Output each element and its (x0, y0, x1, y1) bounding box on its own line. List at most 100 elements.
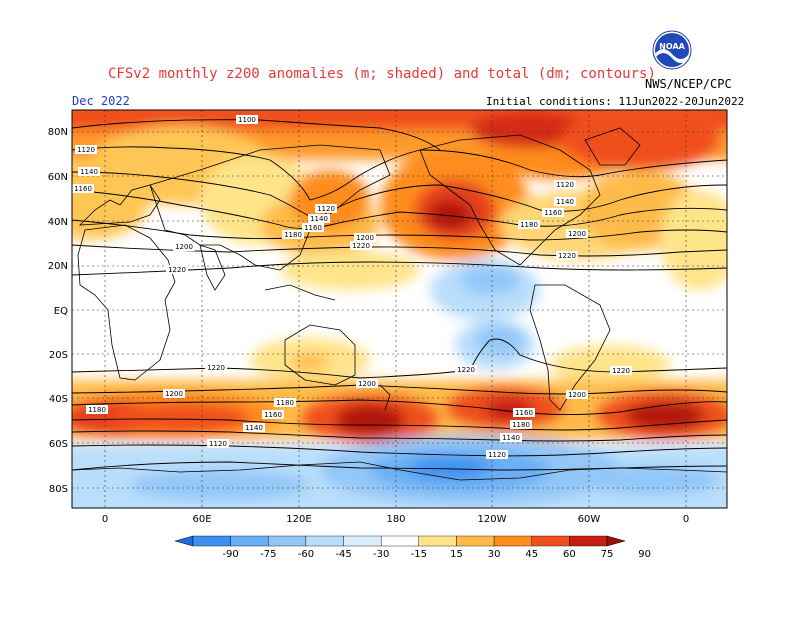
colorbar-tick-label: 30 (488, 549, 501, 560)
colorbar-swatch (569, 535, 608, 547)
svg-text:1220: 1220 (168, 266, 186, 274)
contour-label: 1200 (356, 379, 378, 388)
colorbar-arrow-high (606, 535, 626, 547)
contour-label: 1120 (486, 450, 508, 459)
colorbar-tick-label: 45 (525, 549, 538, 560)
contour-label: 1140 (500, 433, 522, 442)
contour-label: 1160 (262, 410, 284, 419)
colorbar-tick-label: -90 (222, 549, 238, 560)
colorbar-swatch (531, 535, 570, 547)
contour-labels: 1100 1120 1140 1160 1200 1220 1120 1140 … (72, 115, 632, 459)
lat-label-eq: EQ (54, 306, 68, 317)
svg-text:1160: 1160 (304, 224, 322, 232)
colorbar-swatch (456, 535, 495, 547)
contour-label: 1120 (554, 180, 576, 189)
lon-label-0-east: 0 (683, 514, 689, 525)
colorbar-swatch (343, 535, 382, 547)
svg-text:1120: 1120 (77, 146, 95, 154)
map-frame (71, 109, 728, 509)
lon-label-60w: 60W (578, 514, 601, 525)
contour-label: 1120 (207, 439, 229, 448)
longitude-labels: 0 60E 120E 180 120W 60W 0 (102, 514, 689, 525)
contour-label: 1220 (556, 251, 578, 260)
colorbar-tick-label: -15 (411, 549, 427, 560)
colorbar-tick-label: 60 (563, 549, 576, 560)
lat-label-20n: 20N (48, 261, 68, 272)
svg-text:1160: 1160 (264, 411, 282, 419)
svg-text:1120: 1120 (209, 440, 227, 448)
svg-text:1200: 1200 (175, 243, 193, 251)
svg-text:1100: 1100 (238, 116, 256, 124)
svg-text:1140: 1140 (502, 434, 520, 442)
lat-label-60s: 60S (49, 439, 68, 450)
svg-text:1220: 1220 (457, 366, 475, 374)
svg-text:1220: 1220 (352, 242, 370, 250)
svg-text:1200: 1200 (356, 234, 374, 242)
forecast-month: Dec 2022 (72, 94, 130, 108)
svg-text:1220: 1220 (207, 364, 225, 372)
anomaly-shading (72, 110, 727, 508)
contour-label: 1100 (236, 115, 258, 124)
svg-text:1180: 1180 (284, 231, 302, 239)
noaa-logo-text: NOAA (659, 42, 685, 51)
svg-text:1200: 1200 (568, 391, 586, 399)
contour-label: 1180 (86, 405, 108, 414)
graticule (72, 110, 727, 508)
colorbar-tick-label: -60 (298, 549, 314, 560)
lat-label-80n: 80N (48, 127, 68, 138)
colorbar-tick-label: -45 (335, 549, 351, 560)
colorbar-arrow-low (174, 535, 194, 547)
svg-text:1180: 1180 (276, 399, 294, 407)
svg-text:1160: 1160 (74, 185, 92, 193)
lon-label-180: 180 (386, 514, 405, 525)
svg-text:1120: 1120 (317, 205, 335, 213)
contour-label: 1120 (315, 204, 337, 213)
contour-label: 1160 (542, 208, 564, 217)
colorbar-tick-label: 90 (638, 549, 651, 560)
svg-text:1180: 1180 (520, 221, 538, 229)
contour-label: 1200 (163, 389, 185, 398)
contour-label: 1180 (274, 398, 296, 407)
svg-text:1140: 1140 (310, 215, 328, 223)
colorbar-swatch (380, 535, 420, 547)
svg-text:1120: 1120 (556, 181, 574, 189)
svg-text:1140: 1140 (245, 424, 263, 432)
contour-label: 1180 (518, 220, 540, 229)
initial-conditions: Initial conditions: 11Jun2022-20Jun2022 (486, 95, 745, 108)
chart-title: CFSv2 monthly z200 anomalies (m; shaded)… (108, 66, 656, 82)
contour-label: 1140 (554, 197, 576, 206)
contour-label: 1120 (75, 145, 97, 154)
svg-text:1220: 1220 (612, 367, 630, 375)
contour-label: 1200 (566, 229, 588, 238)
noaa-logo: NOAA (652, 30, 692, 70)
lat-label-20s: 20S (49, 350, 68, 361)
contour-label: 1220 (350, 241, 372, 250)
contour-label: 1140 (243, 423, 265, 432)
svg-text:1160: 1160 (515, 409, 533, 417)
lat-label-80s: 80S (49, 484, 68, 495)
contour-label: 1220 (166, 265, 188, 274)
contour-label: 1140 (308, 214, 330, 223)
lon-label-60e: 60E (192, 514, 211, 525)
lat-label-40n: 40N (48, 217, 68, 228)
svg-text:1120: 1120 (488, 451, 506, 459)
colorbar-tick-label: 15 (450, 549, 463, 560)
colorbar: -90 -75 -60 -45 -30 -15 15 30 45 60 75 90 (174, 535, 651, 560)
colorbar-tick-label: -30 (373, 549, 389, 560)
colorbar-swatch (230, 535, 269, 547)
contour-label: 1140 (78, 167, 100, 176)
contour-label: 1220 (205, 363, 227, 372)
svg-text:1140: 1140 (556, 198, 574, 206)
colorbar-swatch (268, 535, 307, 547)
lon-label-0: 0 (102, 514, 108, 525)
contour-label: 1160 (302, 223, 324, 232)
svg-text:1180: 1180 (88, 406, 106, 414)
contour-label: 1180 (282, 230, 304, 239)
svg-text:1200: 1200 (358, 380, 376, 388)
contour-label: 1200 (173, 242, 195, 251)
svg-text:1160: 1160 (544, 209, 562, 217)
contour-label: 1220 (455, 365, 477, 374)
contour-label: 1160 (72, 184, 94, 193)
